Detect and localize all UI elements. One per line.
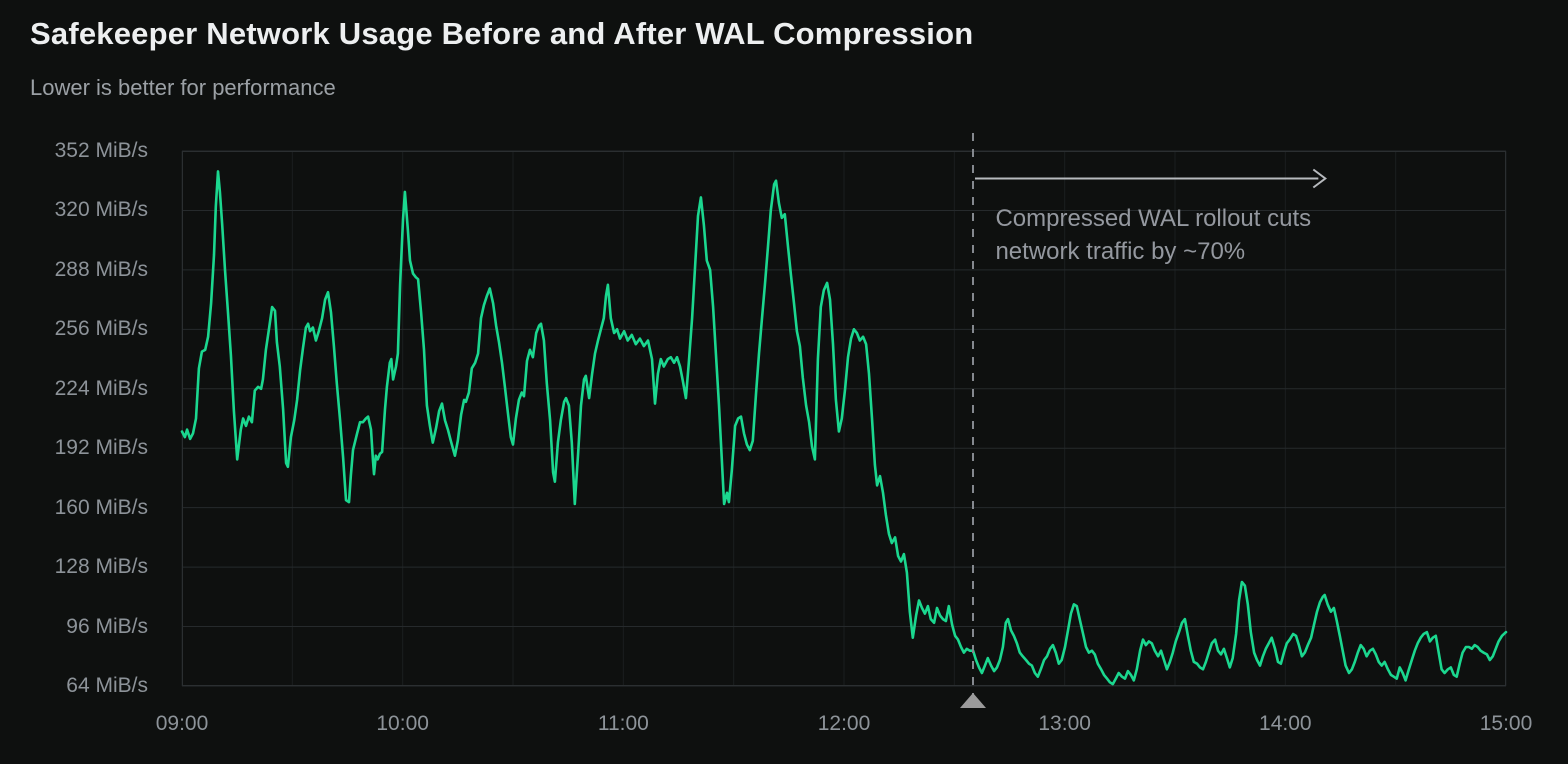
y-tick-label: 128 MiB/s	[54, 555, 148, 579]
x-tick-label: 13:00	[1038, 712, 1091, 735]
rollout-annotation-line-2: network traffic by ~70%	[995, 238, 1246, 265]
x-tick-label: 12:00	[817, 712, 871, 735]
y-tick-label: 160 MiB/s	[54, 495, 148, 519]
page-subtitle: Lower is better for performance	[30, 75, 336, 100]
rollout-dashed-line	[972, 133, 975, 694]
rollout-annotation-line-1: Compressed WAL rollout cuts	[995, 205, 1312, 232]
x-tick-label: 15:00	[1479, 712, 1533, 735]
y-tick-label: 320 MiB/s	[54, 198, 148, 222]
rollout-annotation-text: Compressed WAL rollout cuts network traf…	[995, 202, 1311, 268]
y-tick-label: 224 MiB/s	[54, 376, 148, 400]
arrow-head	[1313, 168, 1328, 189]
x-tick-label: 11:00	[597, 712, 649, 735]
y-tick-label: 256 MiB/s	[54, 317, 148, 341]
y-tick-label: 288 MiB/s	[54, 257, 148, 281]
page-title: Safekeeper Network Usage Before and Afte…	[30, 16, 974, 51]
series-line-safekeeper-network-usage	[180, 170, 1508, 686]
plot-border	[182, 151, 1506, 686]
y-tick-label: 352 MiB/s	[54, 139, 148, 162]
network-usage-line-chart	[180, 150, 1508, 687]
y-tick-label: 96 MiB/s	[66, 614, 148, 638]
x-tick-label: 14:00	[1259, 712, 1312, 735]
chart-plot-area: Compressed WAL rollout cuts network traf…	[180, 133, 1508, 708]
y-tick-label: 64 MiB/s	[66, 674, 148, 697]
x-tick-label: 10:00	[376, 712, 429, 735]
y-tick-label: 192 MiB/s	[54, 436, 148, 460]
rollout-triangle-marker-icon	[960, 693, 987, 708]
x-tick-label: 09:00	[155, 712, 209, 735]
rollout-right-arrow-icon	[975, 168, 1328, 189]
